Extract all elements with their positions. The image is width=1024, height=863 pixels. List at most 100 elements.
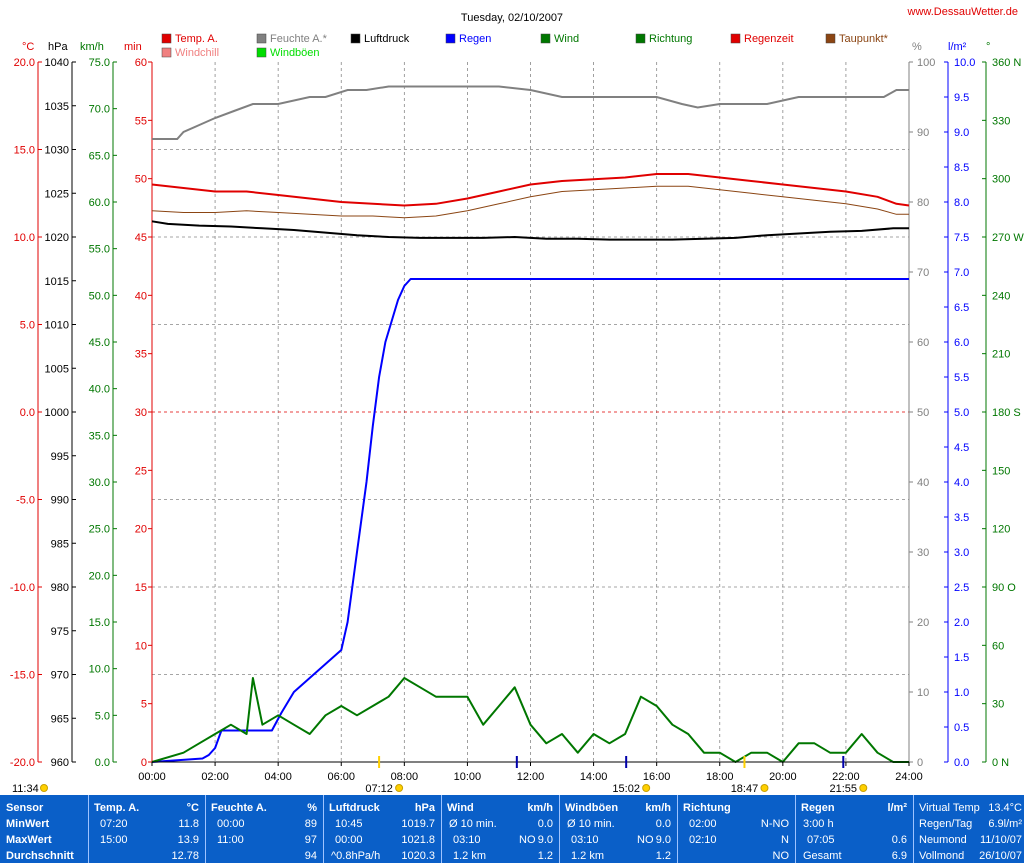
sun-rise-time: 07:12 <box>365 783 393 795</box>
axis-tick-label: 330 <box>992 115 1010 127</box>
axis-tick-label: 50.0 <box>89 290 110 302</box>
dir-unit: ° <box>986 41 990 53</box>
axis-tick-label: 1035 <box>45 101 69 113</box>
legend-label: Regenzeit <box>744 33 794 45</box>
axis-tick-label: 20.0 <box>89 570 110 582</box>
hum-min-time: 00:00 <box>217 818 245 830</box>
axis-tick-label: 20.0 <box>14 57 35 69</box>
hum-max: 97 <box>304 834 317 846</box>
axis-tick-label: 1.5 <box>954 652 969 664</box>
legend-label: Windböen <box>270 47 320 59</box>
sun-moon-markers: 11:34 07:12 15:02 18:47 21:55 <box>12 756 868 795</box>
axis-tick-label: 120 <box>992 524 1010 536</box>
axis-unit-labels: °C hPa km/h min % l/m² ° <box>22 41 990 53</box>
sun-set-time: 18:47 <box>731 783 759 795</box>
series-temp-a <box>151 173 910 207</box>
axis-tick-label: 70 <box>917 267 929 279</box>
x-tick-label: 00:00 <box>138 771 166 783</box>
axis-tick-label: 10 <box>917 687 929 699</box>
hdr-dir: Richtung <box>683 802 731 814</box>
hum-max-time: 11:00 <box>217 834 244 846</box>
axis-tick-label: 30 <box>917 547 929 559</box>
legend-swatch <box>256 33 267 44</box>
sun-icon <box>760 784 769 792</box>
axis-tick-label: 240 <box>992 290 1010 302</box>
dir-r2-label: 02:10 <box>689 834 717 846</box>
wind-r1-label: Ø 10 min. <box>449 818 497 830</box>
axis-tick-label: 0.0 <box>95 757 110 769</box>
x-tick-label: 08:00 <box>391 771 419 783</box>
axis-tick-label: 60.0 <box>89 197 110 209</box>
legend-swatch <box>635 33 646 44</box>
gust-r2-dir: NO <box>637 834 654 846</box>
axis-tick-label: 20 <box>135 524 147 536</box>
axis-tick-label: 1005 <box>45 363 69 375</box>
axis-tick-label: 1030 <box>45 145 69 157</box>
dir-r3-value: NO <box>772 850 790 862</box>
moon-icon <box>40 784 48 792</box>
moon-icon <box>859 784 868 792</box>
min-unit: min <box>124 41 142 53</box>
legend-label: Feuchte A.* <box>270 33 328 45</box>
weather-chart: Tuesday, 02/10/2007 www.DessauWetter.de … <box>10 6 1024 795</box>
temp-min: 11.8 <box>178 818 199 830</box>
col-temp: Temp. A. °C 07:20 11.8 15:00 13.9 12.78 <box>88 795 206 863</box>
temp-min-time: 07:20 <box>100 818 128 830</box>
axis-tick-label: 8.5 <box>954 162 969 174</box>
axis-tick-label: 4.5 <box>954 442 969 454</box>
axis-tick-label: 100 <box>917 57 935 69</box>
gust-r1-value: 0.0 <box>655 818 671 830</box>
gust-r2-value: 9.0 <box>655 834 671 846</box>
axis-tick-label: 8.0 <box>954 197 969 209</box>
axis-tick-label: 40 <box>135 290 147 302</box>
extra-r2-label: Neumond <box>919 834 967 846</box>
axis-tick-label: 0.0 <box>954 757 969 769</box>
row-min-label: MinWert <box>6 818 50 830</box>
rain-r2-label: 07:05 <box>807 834 835 846</box>
hum-avg: 94 <box>304 850 317 862</box>
hum-min: 89 <box>304 818 317 830</box>
site-link[interactable]: www.DessauWetter.de <box>907 6 1018 18</box>
axis-tick-label: 90 O <box>992 582 1016 594</box>
stats-panel: Sensor MinWert MaxWert Durchschnitt Temp… <box>0 795 1024 863</box>
x-axis: 00:00 02:00 04:00 06:00 08:00 10:00 12:00 14:00… <box>138 761 923 783</box>
axis-tick-label: 1020 <box>45 232 69 244</box>
legend-label: Luftdruck <box>364 33 410 45</box>
series-taupunkt <box>151 185 909 219</box>
axis-tick-label: 210 <box>992 349 1010 361</box>
axis-tick-label: 45.0 <box>89 337 110 349</box>
legend-label: Wind <box>554 33 579 45</box>
moon-set-time: 15:02 <box>612 783 640 795</box>
axis-tick-label: 980 <box>51 582 69 594</box>
legend-label: Temp. A. <box>175 33 218 45</box>
axis-tick-label: 70.0 <box>89 104 110 116</box>
axis-tick-label: 15.0 <box>89 617 110 629</box>
legend-swatch <box>730 33 741 44</box>
moon-rise2-time: 21:55 <box>830 783 858 795</box>
x-tick-label: 16:00 <box>643 771 671 783</box>
temp-avg: 12.78 <box>171 850 199 862</box>
wind-r1-value: 0.0 <box>537 818 553 830</box>
axis-tick-label: 30 <box>135 407 147 419</box>
wind-unit: km/h <box>80 41 104 53</box>
hdr-wind-unit: km/h <box>527 802 553 814</box>
press-min: 1019.7 <box>401 818 435 830</box>
col-extra: Virtual Temp 13.4°C Regen/Tag 6.9l/m² Neum… <box>913 795 1024 863</box>
axis-tick-label: 985 <box>51 538 69 550</box>
axis-tick-label: 30 <box>992 699 1004 711</box>
col-pressure: Luftdruck hPa 10:45 1019.7 00:00 1021.8 ^0.… <box>323 795 442 863</box>
axis-tick-label: 3.5 <box>954 512 969 524</box>
axis-tick-label: 1040 <box>45 57 69 69</box>
legend-label: Richtung <box>649 33 692 45</box>
axis-tick-label: 1000 <box>45 407 69 419</box>
axis-tick-label: 55 <box>135 115 147 127</box>
legend-swatch <box>350 33 361 44</box>
axis-tick-label: 60 <box>917 337 929 349</box>
press-max-time: 00:00 <box>335 834 363 846</box>
axis-tick-label: 970 <box>51 670 69 682</box>
axis-tick-label: 7.0 <box>954 267 969 279</box>
x-tick-label: 02:00 <box>201 771 229 783</box>
axis-tick-label: 10 <box>135 640 147 652</box>
legend-swatch <box>540 33 551 44</box>
wind-r3-label: 1.2 km <box>453 850 487 862</box>
